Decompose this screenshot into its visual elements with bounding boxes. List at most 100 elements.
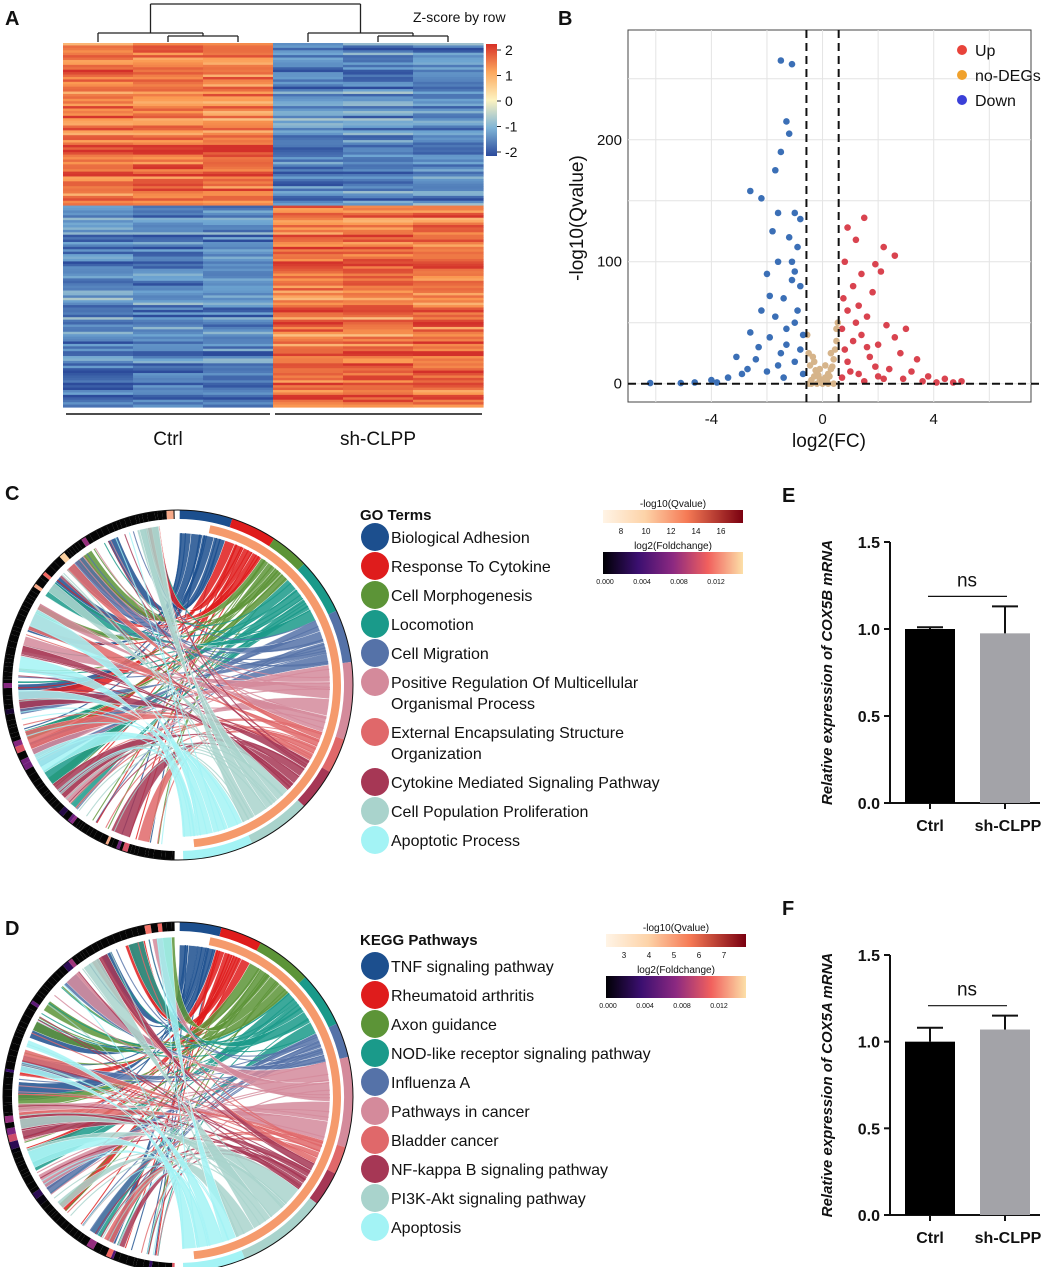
qvalue-scale-tick: 7	[722, 951, 727, 960]
term-sector-3	[297, 563, 337, 615]
heatmap-cell	[273, 84, 344, 88]
gene-sector	[28, 771, 41, 783]
heatmap-cell	[413, 256, 484, 260]
heatmap-cell	[203, 135, 274, 139]
fc-scale-tick: 0.004	[636, 1003, 654, 1010]
heatmap-cell	[63, 368, 134, 372]
heatmap-cell	[343, 74, 414, 78]
heatmap-cell	[343, 188, 414, 192]
heatmap-cell	[63, 195, 134, 199]
gene-sector	[14, 744, 26, 754]
gene-sector	[137, 846, 147, 857]
heatmap-cell	[413, 399, 484, 403]
heatmap-cell	[133, 331, 204, 335]
heatmap-cell	[273, 382, 344, 386]
gene-sector	[5, 1060, 16, 1071]
chord-ribbon-9	[19, 1065, 197, 1250]
heatmap-cell	[413, 108, 484, 112]
heatmap-cell	[63, 59, 134, 64]
gene-sector	[96, 940, 104, 951]
gene-sector	[27, 1003, 38, 1013]
heatmap-cell	[413, 241, 484, 246]
chord-thread-6	[75, 719, 322, 809]
heatmap-cell	[133, 203, 204, 207]
term-sector-7	[297, 767, 330, 807]
heatmap-cell	[63, 266, 134, 270]
chord-thread-7	[39, 1016, 306, 1181]
heatmap-cell	[63, 232, 134, 236]
heatmap-cell	[413, 295, 484, 299]
heatmap-cell	[63, 110, 134, 114]
heatmap-cell	[413, 341, 484, 345]
heatmap-cell	[203, 258, 274, 262]
gene-sector	[30, 586, 41, 596]
heatmap-cell	[413, 137, 484, 141]
chord-thread-7	[95, 742, 293, 823]
heatmap-cell	[203, 110, 274, 114]
volcano-ytick-label: 200	[597, 132, 622, 149]
heatmap-cell	[413, 159, 484, 163]
heatmap-cell	[273, 81, 344, 85]
heatmap-cell	[63, 113, 134, 117]
gene-sector	[5, 654, 15, 660]
heatmap-cell	[343, 232, 414, 236]
volcano-point-up	[899, 375, 907, 383]
gene-sector	[59, 552, 70, 563]
volcano-points	[646, 57, 965, 388]
gene-sector	[144, 924, 152, 935]
bar-ytick-label: 1.0	[858, 622, 880, 639]
heatmap-cell	[273, 79, 344, 83]
heatmap-cell	[133, 261, 204, 265]
heatmap-cell	[343, 309, 414, 313]
volcano-point-down	[755, 343, 762, 351]
heatmap-cell	[413, 52, 484, 56]
heatmap-cell	[273, 62, 344, 66]
gene-sector	[20, 756, 31, 766]
heatmap-cell	[63, 390, 134, 394]
heatmap-cell	[273, 261, 344, 265]
gene-sector	[52, 1212, 62, 1223]
heatmap-cell	[343, 382, 414, 386]
heatmap-cell	[413, 266, 484, 270]
gene-sector	[18, 1020, 29, 1030]
gene-sector	[11, 1035, 23, 1046]
gene-sector	[153, 849, 162, 860]
volcano-point-down	[646, 379, 654, 387]
cox5b-bar-chart: 0.0 0.5 1.0 1.5 Ctrl sh-CLPP ns Relative expres…	[819, 535, 1042, 835]
volcano-xtick-label: 0	[818, 411, 826, 428]
gene-sector	[157, 510, 163, 521]
gene-sector	[89, 530, 101, 542]
term-sector-6	[322, 736, 345, 773]
heatmap-cell	[273, 365, 344, 369]
panel-label-a: A	[5, 8, 19, 30]
legend-swatch-3	[361, 610, 389, 638]
heatmap-cell	[273, 273, 344, 277]
gene-sector	[10, 629, 21, 637]
heatmap-cell	[413, 81, 484, 85]
heatmap-cell	[273, 232, 344, 236]
qvalue-scale-tick: 14	[692, 527, 701, 536]
chord-thread-7	[18, 1104, 306, 1181]
heatmap-cell	[273, 241, 344, 246]
heatmap-cell	[203, 234, 274, 238]
legend-term-label: NF-kappa B signaling pathway	[391, 1162, 608, 1179]
heatmap-cell	[63, 132, 134, 136]
gene-sector	[26, 594, 37, 602]
heatmap-cell	[133, 74, 204, 78]
heatmap-cell	[133, 108, 204, 112]
volcano-point-up	[838, 325, 846, 333]
term-sector-7	[309, 1169, 336, 1204]
column-dendrogram	[97, 3, 449, 42]
heatmap-cell	[203, 377, 274, 381]
bar-ytick-label: 0.5	[858, 1121, 880, 1138]
heatmap-cell	[133, 69, 204, 73]
heatmap-cell	[133, 360, 204, 364]
heatmap-cell	[413, 181, 484, 185]
heatmap-cell	[63, 370, 134, 374]
heatmap-cell	[413, 343, 484, 347]
chord-thread-9	[128, 532, 199, 836]
heatmap-cell	[203, 55, 274, 59]
heatmap-cell	[133, 399, 204, 403]
chord-thread-5	[50, 1082, 330, 1195]
volcano-legend: Up no-DEGs Down	[957, 43, 1041, 110]
